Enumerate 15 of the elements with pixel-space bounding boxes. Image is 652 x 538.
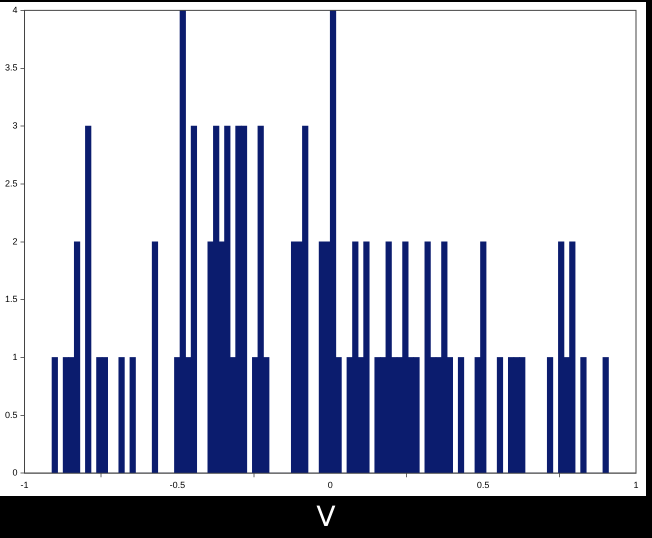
x-tick-label: -0.5 <box>170 480 186 490</box>
y-tick-label: 4 <box>12 4 18 15</box>
x-tick-label: 0.5 <box>476 480 490 490</box>
y-tick-label: 3.5 <box>4 62 18 73</box>
y-tick-label: 1.5 <box>4 294 18 304</box>
y-tick-label: 0 <box>12 468 18 478</box>
x-tick-label: 1 <box>633 480 639 490</box>
x-tick-label: -1 <box>20 480 29 490</box>
y-tick-label: 1 <box>12 352 18 362</box>
x-axis-title: V <box>315 500 337 533</box>
y-tick-label: 3 <box>12 120 18 131</box>
y-tick-label: 0.5 <box>4 410 18 420</box>
y-tick-label: 2.5 <box>4 178 18 188</box>
y-tick-label: 2 <box>12 236 18 246</box>
x-tick-label: 0 <box>328 480 333 490</box>
